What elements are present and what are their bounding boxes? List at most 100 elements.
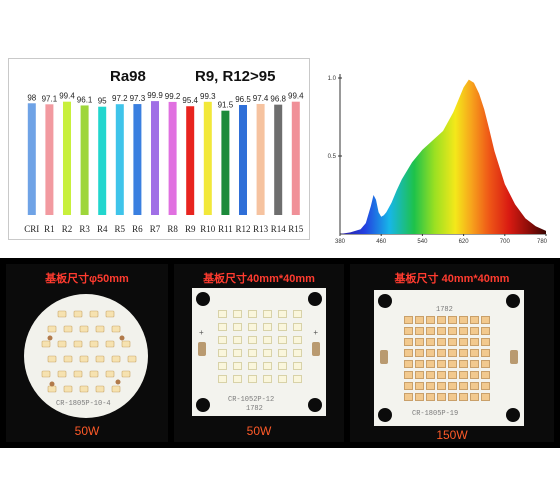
led-chip [233,349,242,357]
cri-category-label: R4 [97,224,108,234]
spectrum-x-tick-label: 780 [537,239,548,245]
led-chip [121,370,131,378]
cri-category-label: R3 [79,224,90,234]
mount-hole [506,408,520,422]
led-chip [459,316,468,324]
cri-value-label: 99.2 [165,92,181,101]
led-chip [127,355,137,363]
led-chip [293,336,302,344]
cri-value-label: 97.1 [42,94,58,103]
led-chip [448,349,457,357]
cri-bar-r14 [274,104,283,215]
led-chip [79,325,89,333]
led-chip [79,355,89,363]
led-chip [263,310,272,318]
cri-title-right: R9, R12>95 [195,68,275,85]
led-chip [63,385,73,393]
cri-value-label: 96.1 [77,95,93,104]
cri-bar-r6 [133,104,142,215]
led-chip [470,349,479,357]
led-chip [437,393,446,401]
board-silkscreen: CR-1805P-19 [412,410,459,418]
cri-bar-r5 [115,104,124,215]
led-board-photos: 基板尺寸φ50mm CR-1805P-10-4 50W 基板尺寸40mm*40m… [0,258,560,448]
led-chip [437,327,446,335]
led-chip [278,323,287,331]
led-chip [426,360,435,368]
led-chip [448,382,457,390]
led-chip [459,327,468,335]
led-chip [426,371,435,379]
led-chip [470,393,479,401]
led-chip [79,385,89,393]
led-chip [437,382,446,390]
led-chip [278,349,287,357]
spectrum-area [340,79,546,234]
led-chip [437,338,446,346]
cri-value-label: 97.3 [130,94,146,103]
led-chip [437,349,446,357]
led-chip [105,340,115,348]
cri-value-label: 97.4 [253,94,269,103]
led-chip [278,362,287,370]
cri-value-label: 91.5 [218,101,234,110]
led-chip [426,327,435,335]
led-chip [293,310,302,318]
led-chip [233,375,242,383]
led-chip [481,338,490,346]
led-chip [470,327,479,335]
board-batch: 1782 [246,405,263,413]
mount-hole [308,292,322,306]
led-chip [448,393,457,401]
cri-value-label: 96.8 [270,95,286,104]
led-chip [263,362,272,370]
cri-category-label: R1 [44,224,55,234]
led-chip [218,310,227,318]
cri-bar-r3 [80,105,89,215]
cri-category-label: CRI [24,224,39,234]
led-chip [415,327,424,335]
led-chip [459,360,468,368]
cri-category-label: R14 [271,224,287,234]
led-chip [481,360,490,368]
photo-square-board-150w: 基板尺寸 40mm*40mm 1782 CR-1805P-19 150W [350,264,554,442]
cri-bar-cri [27,103,36,215]
cri-value-label: 95 [98,97,107,106]
led-chip [404,327,413,335]
led-chip [481,393,490,401]
cri-bar-r7 [151,101,159,215]
led-chip [415,393,424,401]
led-chip [459,338,468,346]
led-chip [41,340,51,348]
cri-value-label: 97.2 [112,94,128,103]
led-chip [218,323,227,331]
photo-caption: 基板尺寸φ50mm [45,273,129,285]
led-chip [437,360,446,368]
cri-category-label: R9 [185,224,196,234]
spectrum-x-tick-label: 460 [376,239,387,245]
cri-bar-r1 [45,104,54,215]
board-silkscreen: CR-1805P-10-4 [56,400,111,408]
led-chip [63,325,73,333]
led-chip [218,375,227,383]
cri-value-label: 99.4 [288,92,304,101]
led-chip [404,316,413,324]
led-chip [448,371,457,379]
led-chip [470,338,479,346]
led-chip [415,360,424,368]
mount-hole [378,294,392,308]
led-chip [263,323,272,331]
cri-value-label: 95.4 [182,96,198,105]
photo-caption: 基板尺寸40mm*40mm [203,273,315,285]
top-charts-area: Ra98 R9, R12>95 98 CRI 97.1 R1 99.4 R2 96.1 R3 9… [8,58,548,245]
spectrum-y-tick-label: 0.5 [328,154,337,160]
led-chip [448,360,457,368]
spectrum-y-tick-label: 1.0 [328,76,337,82]
led-chip [89,370,99,378]
led-chip [459,349,468,357]
cri-category-label: R10 [200,224,216,234]
led-chip [73,340,83,348]
solder-pad [510,350,518,364]
led-chip [47,355,57,363]
led-chip [470,371,479,379]
